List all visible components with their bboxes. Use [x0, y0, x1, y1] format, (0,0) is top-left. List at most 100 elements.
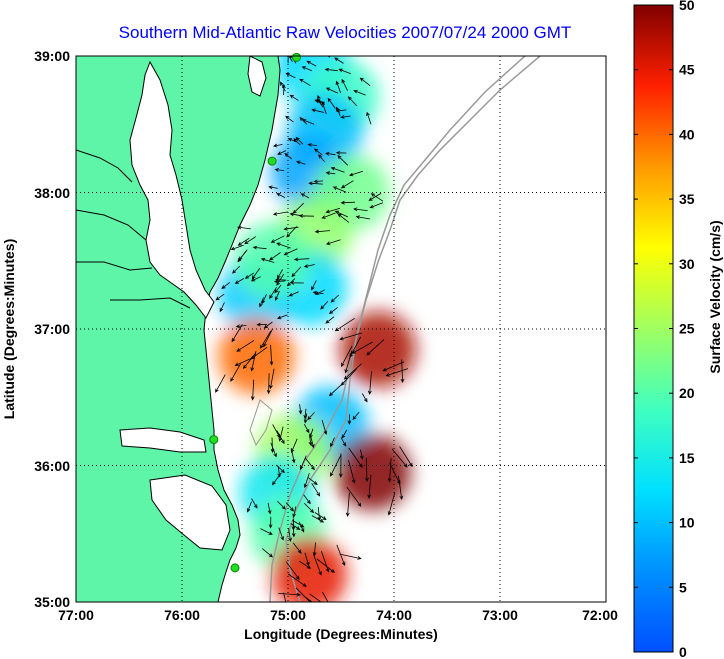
velocity-arrow [250, 276, 261, 282]
velocity-arrow [338, 68, 351, 75]
velocity-arrow [232, 265, 241, 274]
colorbar-tick-label: 15 [679, 450, 695, 466]
velocity-arrow [324, 67, 338, 72]
velocity-arrow [308, 181, 323, 186]
velocity-arrow [325, 239, 341, 245]
velocity-arrow [283, 592, 287, 602]
velocity-arrow [234, 357, 254, 366]
velocity-arrow [355, 215, 371, 220]
velocity-arrow [340, 180, 354, 189]
velocity-arrow [272, 211, 288, 216]
velocity-arrow [269, 344, 274, 366]
velocity-arrow [353, 89, 366, 96]
velocity-arrow [259, 297, 264, 308]
y-tick-label: 36:00 [34, 458, 70, 474]
velocity-arrow [288, 291, 299, 297]
velocity-arrow [369, 202, 384, 209]
velocity-arrow [321, 419, 328, 435]
velocity-arrow [361, 393, 368, 403]
velocity-arrow [391, 448, 408, 468]
radar-site-marker [209, 435, 219, 445]
y-axis-label: Latitude (Degrees:Minutes) [1, 239, 17, 419]
velocity-arrow [230, 244, 244, 251]
velocity-arrow [283, 248, 298, 256]
velocity-arrow [287, 56, 293, 63]
albemarle-sound [119, 427, 207, 453]
velocity-arrow [313, 148, 323, 156]
velocity-arrow [325, 171, 336, 175]
velocity-arrow [284, 153, 293, 160]
y-tick-label: 39:00 [34, 48, 70, 64]
x-tick-label: 74:00 [376, 607, 412, 623]
velocity-arrow [343, 363, 362, 380]
velocity-arrow [334, 317, 355, 332]
velocity-arrow [287, 138, 297, 143]
velocity-arrow [308, 435, 313, 446]
velocity-arrow [309, 593, 322, 602]
velocity-arrow [370, 193, 384, 202]
velocity-arrow [303, 473, 310, 489]
velocity-arrow [234, 278, 245, 284]
velocity-arrow [286, 56, 291, 64]
delaware-bay [247, 56, 267, 97]
velocity-arrow [251, 267, 261, 280]
colorbar-tick-label: 45 [679, 62, 695, 78]
velocity-arrow [340, 115, 351, 119]
velocity-arrow [276, 273, 285, 286]
velocity-arrow [314, 56, 316, 57]
velocity-arrow [345, 492, 350, 517]
velocity-arrow [275, 277, 287, 282]
velocity-arrow [273, 143, 283, 148]
pamlico-sound [149, 474, 231, 551]
velocity-arrow [366, 111, 372, 125]
y-tick-label: 38:00 [34, 185, 70, 201]
velocity-arrow [349, 170, 364, 177]
velocity-arrow [400, 359, 405, 383]
x-axis-label: Longitude (Degrees:Minutes) [244, 626, 438, 642]
velocity-arrow [261, 294, 267, 305]
velocity-arrow [304, 457, 315, 471]
velocity-arrow [266, 373, 271, 395]
velocity-arrow [325, 207, 341, 214]
velocity-arrow [367, 474, 372, 499]
velocity-arrow [230, 363, 241, 382]
velocity-arrow [267, 502, 272, 515]
velocity-arrow [313, 554, 322, 576]
velocity-arrow [325, 316, 335, 324]
velocity-arrow [221, 282, 231, 289]
velocity-arrow [299, 78, 311, 87]
velocity-arrow [337, 213, 350, 223]
velocity-patch [218, 318, 295, 395]
y-tick-label: 35:00 [34, 594, 70, 610]
velocity-arrow [339, 553, 362, 560]
velocity-arrow [335, 108, 347, 113]
velocity-arrow [286, 278, 296, 287]
velocity-arrow [276, 464, 285, 474]
velocity-patch [334, 434, 411, 511]
velocity-arrow [339, 332, 363, 341]
velocity-arrow [334, 57, 344, 64]
velocity-arrow [288, 528, 292, 543]
velocity-arrow [299, 116, 308, 125]
velocity-arrow [250, 351, 257, 372]
velocity-arrow [348, 460, 356, 484]
velocity-arrow [320, 301, 329, 310]
velocity-arrow [303, 264, 315, 268]
velocity-arrow [344, 350, 353, 374]
velocity-arrow [385, 368, 409, 377]
velocity-arrow [330, 454, 342, 477]
velocity-arrow [262, 548, 274, 558]
bay-tributary-4 [110, 297, 191, 309]
velocity-arrow [311, 483, 321, 497]
velocity-arrow [312, 542, 317, 557]
velocity-arrow [352, 411, 360, 421]
velocity-arrow [387, 458, 392, 483]
velocity-arrow [308, 477, 318, 485]
velocity-arrow [236, 225, 251, 230]
velocity-arrow [341, 78, 348, 91]
chesapeake-bay [129, 60, 215, 319]
velocity-arrow [348, 447, 363, 468]
velocity-arrow [252, 245, 267, 250]
